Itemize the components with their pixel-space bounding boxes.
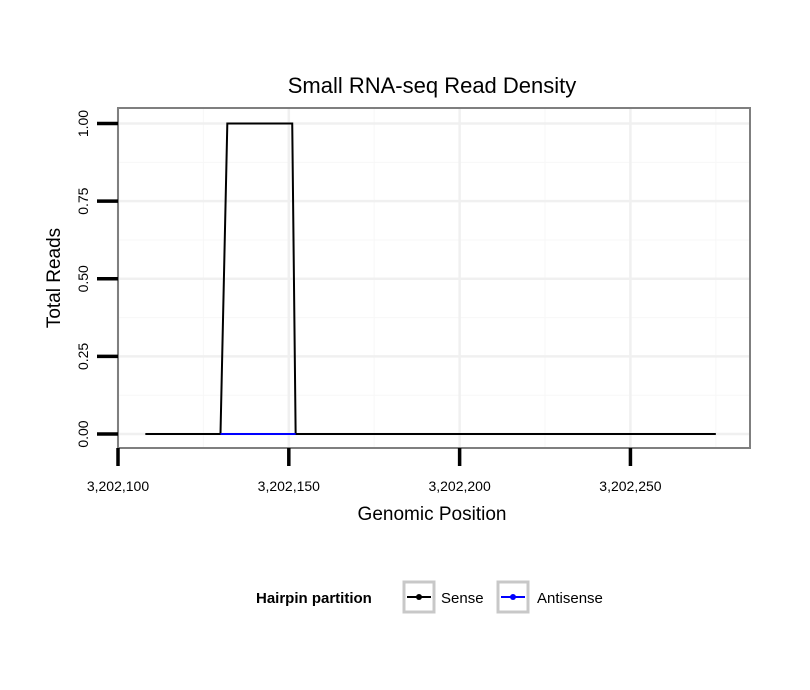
y-tick-label: 0.75 <box>75 187 91 214</box>
y-tick-label: 0.00 <box>75 420 91 447</box>
x-axis-title: Genomic Position <box>358 504 507 525</box>
legend-label-antisense: Antisense <box>537 590 603 607</box>
legend-item-antisense: Antisense <box>496 580 603 614</box>
legend-item-sense: Sense <box>402 580 484 614</box>
series-line-sense <box>145 122 716 436</box>
x-tick-label: 3,202,200 <box>428 478 490 494</box>
y-tick-label: 0.50 <box>75 265 91 292</box>
x-tick-label: 3,202,100 <box>87 478 149 494</box>
y-axis: 0.00 0.25 0.50 0.75 1.00 <box>75 110 118 448</box>
series-layer <box>145 122 716 436</box>
y-tick-label: 1.00 <box>75 110 91 137</box>
legend: Hairpin partition Sense Antisense <box>256 580 603 614</box>
legend-point-antisense <box>510 594 516 600</box>
x-tick-label: 3,202,250 <box>599 478 661 494</box>
chart-title: Small RNA-seq Read Density <box>288 73 577 98</box>
y-tick-label: 0.25 <box>75 343 91 370</box>
legend-label-sense: Sense <box>441 590 484 607</box>
x-axis: 3,202,100 3,202,150 3,202,200 3,202,250 <box>87 448 662 494</box>
x-tick-label: 3,202,150 <box>258 478 320 494</box>
y-axis-title: Total Reads <box>44 228 65 328</box>
legend-title: Hairpin partition <box>256 590 372 607</box>
legend-point-sense <box>416 594 422 600</box>
